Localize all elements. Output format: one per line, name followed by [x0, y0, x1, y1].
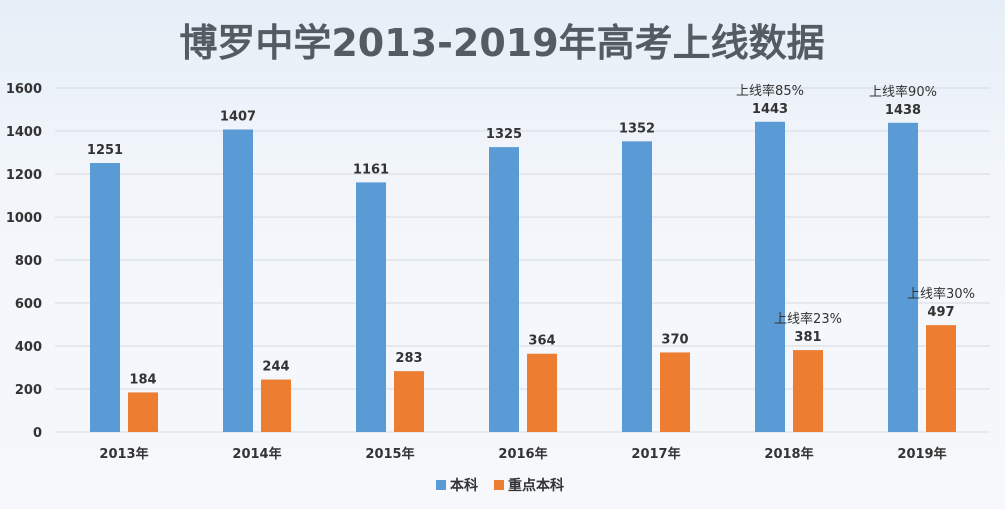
data-label: 497 — [927, 305, 954, 320]
legend-swatch — [436, 480, 446, 490]
bar-benke-6 — [888, 122, 918, 432]
y-tick-label: 200 — [15, 383, 42, 398]
data-label: 370 — [661, 332, 688, 347]
bar-benke-4 — [622, 141, 652, 432]
data-label: 1443 — [752, 102, 788, 117]
data-label: 1352 — [619, 121, 655, 136]
bar-zhongdian-3 — [527, 353, 557, 432]
legend-label: 本科 — [450, 477, 478, 494]
y-tick-label: 600 — [15, 297, 42, 312]
y-tick-label: 0 — [33, 426, 42, 441]
bar-benke-5 — [755, 121, 785, 432]
y-tick-label: 1600 — [6, 82, 42, 97]
bars — [90, 121, 956, 432]
x-tick-label: 2017年 — [631, 446, 680, 462]
x-tick-label: 2018年 — [764, 446, 813, 462]
y-tick-label: 1000 — [6, 211, 42, 226]
bar-zhongdian-1 — [261, 379, 291, 432]
y-axis-ticks: 0 200 400 600 800 1000 1200 1400 1600 — [6, 82, 42, 441]
legend-swatch — [494, 480, 504, 490]
bar-zhongdian-0 — [128, 392, 158, 432]
bar-benke-0 — [90, 163, 120, 432]
data-label: 1161 — [353, 162, 389, 177]
annotation: 上线率23% — [774, 311, 842, 327]
data-label: 1407 — [220, 109, 256, 124]
y-tick-label: 1400 — [6, 125, 42, 140]
x-tick-label: 2013年 — [99, 446, 148, 462]
x-tick-label: 2016年 — [498, 446, 547, 462]
bar-zhongdian-2 — [394, 371, 424, 432]
x-tick-label: 2015年 — [365, 446, 414, 462]
data-label: 184 — [129, 372, 156, 387]
x-tick-label: 2019年 — [897, 446, 946, 462]
annotation: 上线率30% — [907, 286, 975, 302]
chart-title: 博罗中学2013-2019年高考上线数据 — [179, 21, 824, 65]
annotations: 上线率85% 上线率90% 上线率23% 上线率30% — [736, 83, 975, 327]
data-label: 1438 — [885, 103, 921, 118]
data-label: 381 — [794, 330, 821, 345]
bar-benke-3 — [489, 147, 519, 432]
annotation: 上线率90% — [869, 84, 937, 100]
legend-label: 重点本科 — [508, 477, 564, 494]
data-labels: 1251 184 1407 244 1161 283 1325 364 1352 370 1443 3… — [87, 102, 955, 388]
bar-benke-1 — [223, 129, 253, 432]
x-axis-ticks: 2013年 2014年 2015年 2016年 2017年 2018年 2019年 — [99, 446, 946, 462]
y-tick-label: 400 — [15, 340, 42, 355]
y-tick-label: 800 — [15, 254, 42, 269]
gridlines — [55, 87, 990, 433]
y-tick-label: 1200 — [6, 168, 42, 183]
data-label: 364 — [528, 334, 555, 349]
data-label: 283 — [395, 351, 422, 366]
legend: 本科 重点本科 — [436, 477, 564, 494]
x-tick-label: 2014年 — [232, 446, 281, 462]
data-label: 1325 — [486, 127, 522, 142]
data-label: 244 — [262, 360, 289, 375]
data-label: 1251 — [87, 143, 123, 158]
bar-benke-2 — [356, 182, 386, 432]
bar-zhongdian-6 — [926, 325, 956, 432]
bar-zhongdian-5 — [793, 350, 823, 432]
bar-zhongdian-4 — [660, 352, 690, 432]
annotation: 上线率85% — [736, 83, 804, 99]
